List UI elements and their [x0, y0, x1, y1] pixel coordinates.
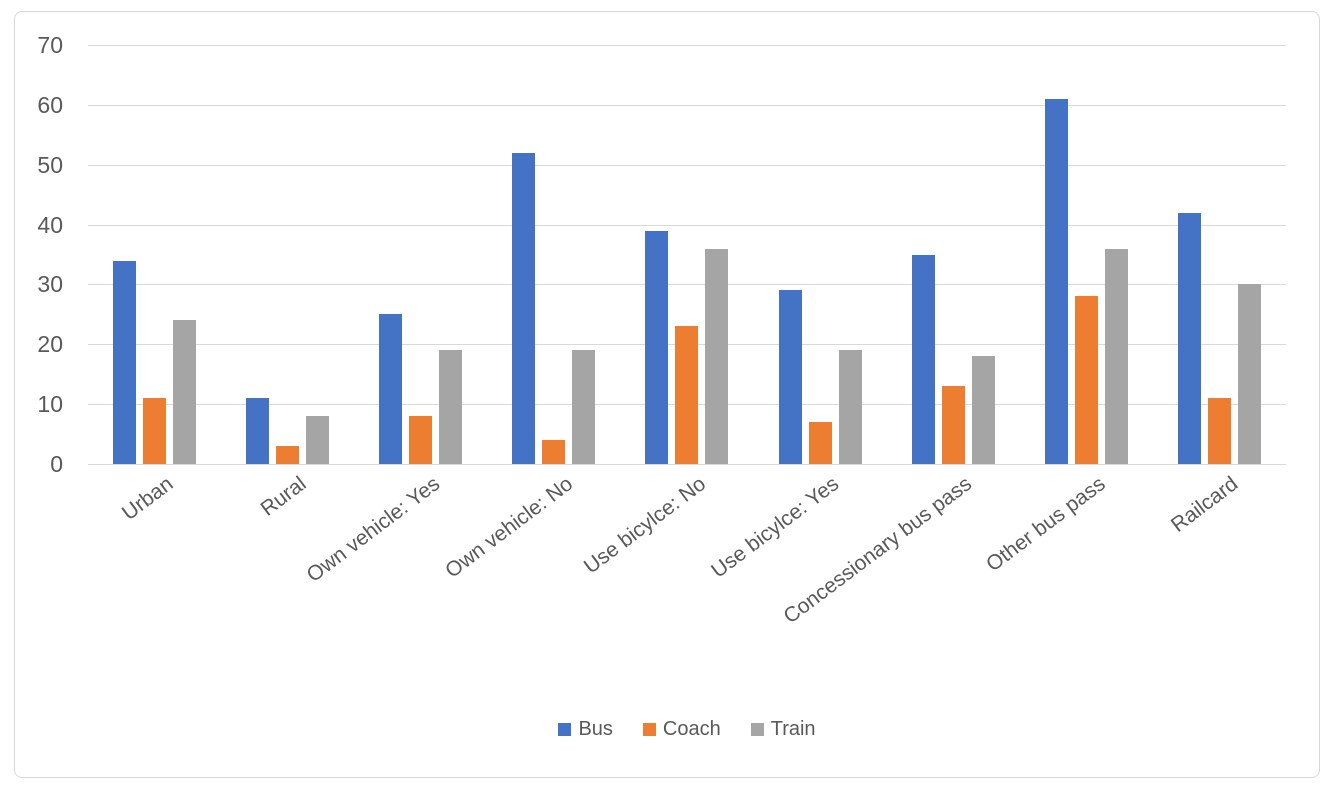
bar-coach-3: [409, 416, 433, 464]
legend-label-bus: Bus: [578, 718, 613, 740]
gridline-y-70: [88, 45, 1286, 46]
bar-coach-5: [675, 326, 699, 464]
x-tick-label-5: Use bicylce: No: [579, 472, 711, 579]
bar-coach-1: [143, 398, 167, 464]
legend-item-bus: Bus: [558, 718, 613, 741]
legend-swatch-coach: [642, 723, 656, 736]
legend-item-train: Train: [750, 718, 816, 741]
bar-chart-frame: 0 10 20 30 40 50 60 70 Urban Rural Own vehicle: Y…: [14, 11, 1320, 778]
bar-train-7: [971, 356, 995, 464]
bar-group-8: [1020, 45, 1153, 464]
gridline-y-60: [88, 104, 1286, 106]
bar-group-1: [88, 45, 221, 464]
bar-group-6: [754, 45, 887, 464]
y-tick-label-70: 70: [37, 32, 63, 58]
bar-train-4: [572, 350, 596, 464]
bar-bus-3: [379, 314, 403, 464]
x-tick-label-1: Urban: [118, 472, 178, 525]
bar-coach-7: [941, 386, 965, 464]
bar-coach-9: [1207, 398, 1231, 464]
bar-train-2: [306, 416, 330, 464]
bar-train-3: [439, 350, 463, 464]
legend: Bus Coach Train: [88, 718, 1286, 741]
y-tick-label-20: 20: [37, 331, 63, 358]
bar-train-9: [1237, 284, 1261, 464]
bar-group-5: [620, 45, 753, 464]
legend-swatch-train: [750, 723, 764, 736]
legend-swatch-bus: [558, 723, 572, 736]
legend-label-coach: Coach: [662, 718, 721, 740]
y-tick-label-40: 40: [37, 211, 63, 238]
bar-group-3: [354, 45, 487, 464]
y-tick-label-0: 0: [50, 451, 63, 477]
x-tick-label-4: Own vehicle: No: [441, 472, 578, 583]
bar-groups: [88, 45, 1286, 464]
y-tick-label-50: 50: [37, 151, 63, 178]
bar-bus-8: [1044, 98, 1068, 464]
bar-bus-7: [911, 254, 935, 464]
bar-train-8: [1104, 248, 1128, 464]
bar-train-5: [705, 248, 729, 464]
x-tick-label-8: Other bus pass: [981, 472, 1110, 577]
bar-coach-2: [276, 446, 300, 464]
gridline-y-30: [88, 284, 1286, 286]
bar-coach-6: [808, 422, 832, 464]
x-axis-line: [88, 464, 1286, 465]
bar-bus-1: [113, 260, 137, 464]
bar-bus-6: [778, 290, 802, 464]
bar-group-7: [887, 45, 1020, 464]
bar-coach-8: [1074, 296, 1098, 464]
bar-train-1: [173, 320, 197, 464]
bar-bus-5: [645, 230, 669, 464]
bar-group-2: [221, 45, 354, 464]
x-tick-label-9: Railcard: [1167, 472, 1243, 537]
legend-label-train: Train: [770, 718, 816, 740]
plot-area: [88, 45, 1286, 465]
bar-bus-2: [246, 398, 270, 464]
y-tick-label-30: 30: [37, 271, 63, 298]
bar-group-4: [487, 45, 620, 464]
legend-item-coach: Coach: [642, 718, 721, 741]
x-tick-label-2: Rural: [256, 472, 311, 521]
y-tick-label-60: 60: [37, 91, 63, 118]
bar-bus-4: [512, 152, 536, 464]
x-tick-label-6: Use bicylce: Yes: [707, 472, 844, 583]
y-tick-label-10: 10: [37, 391, 63, 418]
gridline-y-50: [88, 164, 1286, 166]
bar-bus-9: [1177, 212, 1201, 464]
x-tick-label-3: Own vehicle: Yes: [302, 472, 445, 587]
bar-coach-4: [542, 440, 566, 464]
bar-train-6: [838, 350, 862, 464]
bar-group-9: [1153, 45, 1286, 464]
gridline-y-40: [88, 224, 1286, 226]
